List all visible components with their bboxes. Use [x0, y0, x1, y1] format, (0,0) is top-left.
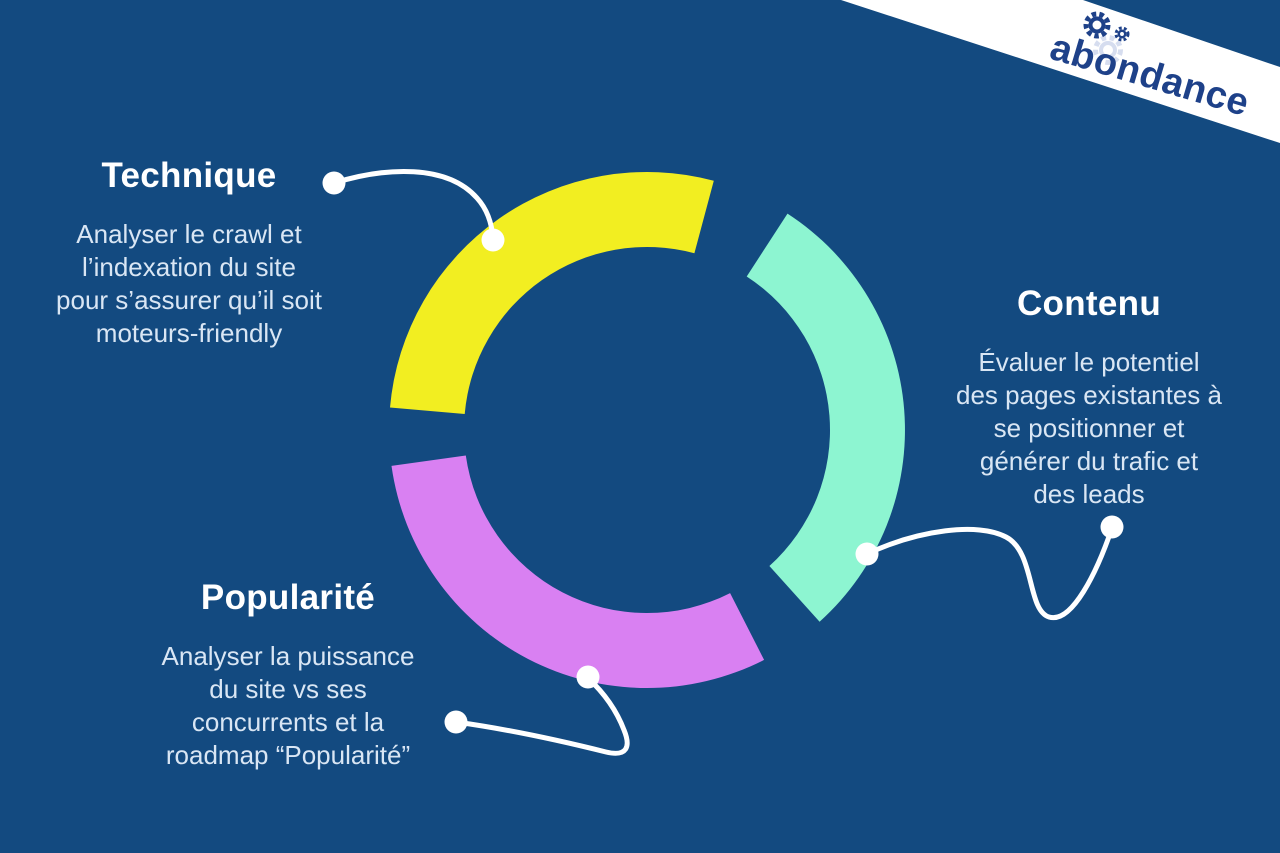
section-description-popularite: Analyser la puissance du site vs ses concu…: [161, 641, 415, 771]
section-description-technique: Analyser le crawl et l’indexation du site…: [56, 219, 322, 349]
connector-technique: [322, 169, 505, 252]
gear-light-icon: [1093, 35, 1123, 65]
segment-technique: [390, 172, 714, 414]
section-popularite: Popularité Analyser la puissance du site …: [127, 578, 449, 772]
section-title-contenu: Contenu: [1016, 284, 1161, 323]
connector-dot: [1100, 515, 1124, 539]
connector-dot: [576, 665, 600, 689]
connector-line: [453, 675, 630, 756]
connector-line: [864, 525, 1115, 621]
section-description-contenu: Évaluer le potentiel des pages existantes…: [956, 347, 1222, 510]
gears-icon: [1083, 11, 1130, 65]
connector-line: [331, 169, 496, 242]
connector-dot: [322, 171, 346, 195]
connector-dot: [444, 710, 468, 734]
section-title-popularite: Popularité: [200, 578, 376, 617]
gear-light-ring: [1099, 41, 1117, 59]
section-contenu: Contenu Évaluer le potentiel des pages ex…: [929, 284, 1249, 511]
connector-dot: [481, 228, 505, 252]
connector-contenu: [855, 515, 1124, 621]
connector-dot: [855, 542, 879, 566]
gear-large-ring: [1088, 16, 1106, 34]
connector-popularite: [444, 665, 630, 756]
logo-banner: [841, 0, 1280, 143]
gear-small-ring: [1117, 29, 1127, 39]
section-technique: Technique Analyser le crawl et l’indexati…: [28, 156, 350, 350]
segment-popularite: [391, 455, 765, 689]
gear-large-icon: [1083, 11, 1111, 39]
section-title-technique: Technique: [101, 156, 277, 195]
segment-contenu: [746, 213, 905, 622]
gear-small-icon: [1114, 26, 1130, 42]
